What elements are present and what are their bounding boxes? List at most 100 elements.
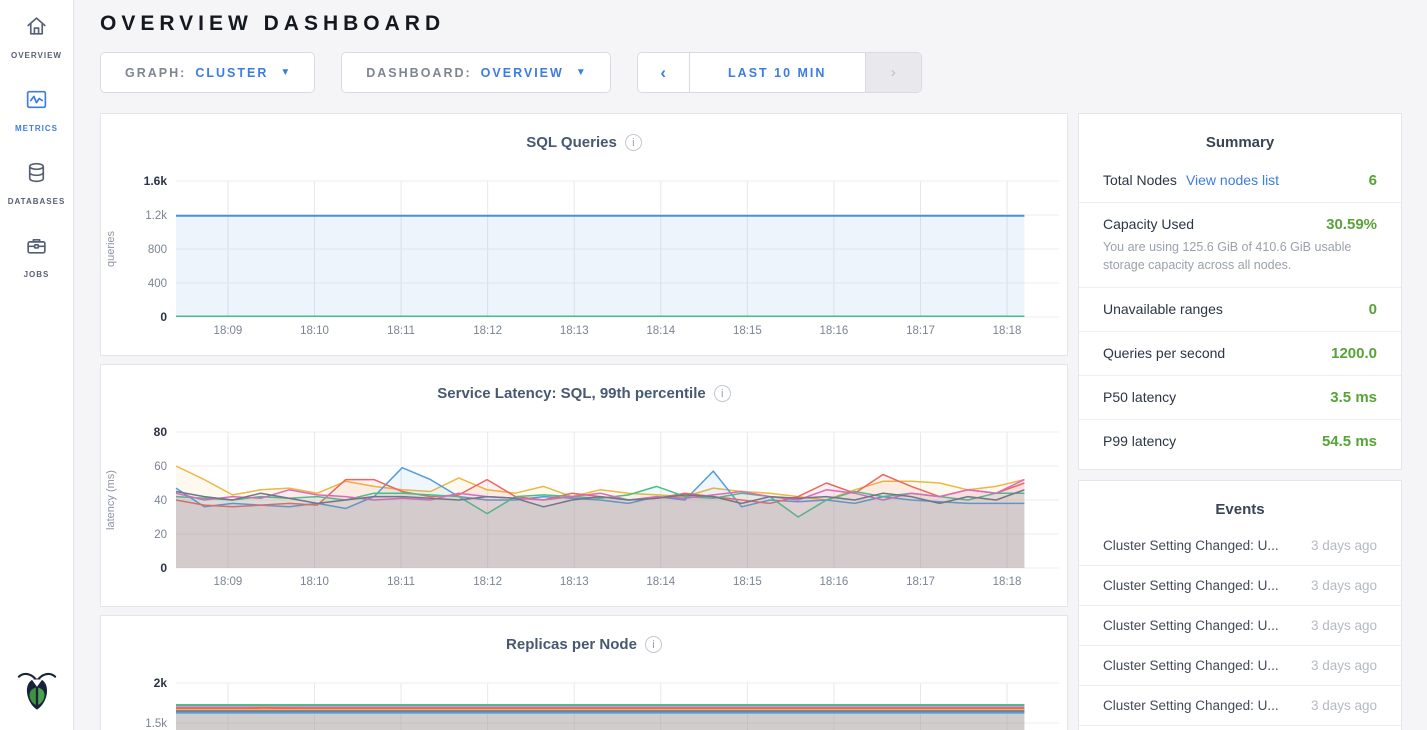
svg-text:18:11: 18:11 <box>387 576 415 588</box>
chart-card-replicas-per-node: Replicas per Node i 18:0918:1018:1118:12… <box>100 615 1068 730</box>
side-column: Summary Total Nodes View nodes list 6 Ca… <box>1078 113 1402 730</box>
event-row[interactable]: Cluster Setting Changed: U... 3 days ago <box>1079 646 1401 687</box>
event-time: 3 days ago <box>1310 618 1377 634</box>
svg-text:1.5k: 1.5k <box>145 718 167 730</box>
dashboard-dropdown[interactable]: DASHBOARD: OVERVIEW ▼ <box>341 52 611 93</box>
summary-label: Capacity Used <box>1103 216 1195 232</box>
cockroachdb-logo <box>0 668 73 714</box>
sidebar-item-label: JOBS <box>23 270 50 279</box>
summary-value: 6 <box>1368 172 1377 189</box>
chevron-left-icon: ‹ <box>660 62 667 82</box>
service-latency-chart[interactable]: 18:09 18:10 18:11 18:12 18:13 18:14 18:15 18:16… <box>101 406 1067 604</box>
page-title: OVERVIEW DASHBOARD <box>100 12 446 35</box>
event-row[interactable]: Cluster Setting Changed: U... 3 days ago <box>1079 606 1401 647</box>
svg-text:18:18: 18:18 <box>993 325 1022 337</box>
event-time: 3 days ago <box>1310 538 1377 554</box>
svg-text:18:14: 18:14 <box>646 325 675 337</box>
time-range-next-button[interactable]: › <box>864 53 921 92</box>
sidebar-item-metrics[interactable]: METRICS <box>15 87 58 133</box>
chevron-right-icon: › <box>890 64 896 81</box>
sidebar: OVERVIEW METRICS DATABASES JOBS <box>0 0 74 730</box>
info-icon[interactable]: i <box>644 636 662 653</box>
svg-text:18:13: 18:13 <box>560 325 589 337</box>
chart-title: Replicas per Node <box>506 636 637 653</box>
chart-title: SQL Queries <box>526 134 617 151</box>
svg-text:18:14: 18:14 <box>646 576 675 588</box>
svg-text:18:16: 18:16 <box>820 325 849 337</box>
home-icon <box>24 14 49 44</box>
event-text: Cluster Setting Changed: U... <box>1103 618 1279 634</box>
main-content: OVERVIEW DASHBOARD GRAPH: CLUSTER ▼ DASH… <box>74 0 1427 730</box>
sidebar-item-label: DATABASES <box>7 197 66 206</box>
summary-row-capacity-used: Capacity Used 30.59% You are using 125.6… <box>1079 203 1401 289</box>
summary-value: 3.5 ms <box>1330 389 1377 407</box>
svg-text:1.2k: 1.2k <box>145 210 167 222</box>
jobs-icon <box>24 233 49 263</box>
svg-text:18:11: 18:11 <box>387 325 415 337</box>
summary-value: 30.59% <box>1326 216 1377 233</box>
time-range-prev-button[interactable]: ‹ <box>638 53 690 92</box>
svg-text:80: 80 <box>154 425 168 439</box>
svg-text:0: 0 <box>160 310 167 324</box>
time-range-selector: ‹ LAST 10 MIN › <box>636 52 922 93</box>
summary-row-p50-latency: P50 latency 3.5 ms <box>1079 376 1401 421</box>
summary-row-unavailable-ranges: Unavailable ranges 0 <box>1079 288 1401 333</box>
databases-icon <box>24 160 49 190</box>
view-nodes-list-link[interactable]: View nodes list <box>1185 172 1280 188</box>
svg-text:18:13: 18:13 <box>560 576 589 588</box>
svg-text:queries: queries <box>105 230 117 267</box>
replicas-per-node-chart[interactable]: 18:0918:1018:1118:1218:1318:1418:1518:16… <box>101 657 1067 730</box>
sidebar-item-overview[interactable]: OVERVIEW <box>11 14 62 60</box>
dashboard-dropdown-label: DASHBOARD: <box>366 65 472 80</box>
chevron-down-icon: ▼ <box>575 67 586 78</box>
event-text: Cluster Setting Changed: U... <box>1103 698 1279 714</box>
event-text: Cluster Setting Changed: U... <box>1103 658 1279 674</box>
event-time: 3 days ago <box>1310 578 1377 594</box>
svg-text:18:09: 18:09 <box>214 576 243 588</box>
chart-card-service-latency: Service Latency: SQL, 99th percentile i … <box>100 364 1068 607</box>
svg-text:40: 40 <box>154 495 167 507</box>
graph-dropdown[interactable]: GRAPH: CLUSTER ▼ <box>100 52 316 93</box>
event-text: Cluster Setting Changed: U... <box>1103 578 1279 594</box>
event-row[interactable]: Cluster Setting Changed: U... 3 days ago <box>1079 726 1401 730</box>
svg-text:18:17: 18:17 <box>906 576 935 588</box>
chevron-down-icon: ▼ <box>280 67 291 78</box>
summary-label: Total Nodes <box>1103 172 1177 188</box>
event-time: 3 days ago <box>1310 698 1377 714</box>
svg-text:18:10: 18:10 <box>300 325 329 337</box>
summary-label: P99 latency <box>1103 433 1177 450</box>
sidebar-item-databases[interactable]: DATABASES <box>8 160 66 206</box>
summary-value: 0 <box>1368 301 1377 319</box>
event-row[interactable]: Cluster Setting Changed: U... 3 days ago <box>1079 566 1401 607</box>
svg-text:latency (ms): latency (ms) <box>105 470 117 530</box>
sidebar-item-jobs[interactable]: JOBS <box>24 233 50 279</box>
summary-row-queries-per-second: Queries per second 1200.0 <box>1079 332 1401 377</box>
event-time: 3 days ago <box>1310 658 1377 674</box>
chart-title: Service Latency: SQL, 99th percentile <box>437 385 706 402</box>
sidebar-item-label: METRICS <box>15 124 58 133</box>
svg-text:800: 800 <box>148 244 167 256</box>
event-row[interactable]: Cluster Setting Changed: U... 3 days ago <box>1079 526 1401 567</box>
summary-label: P50 latency <box>1103 389 1177 406</box>
info-icon[interactable]: i <box>624 134 642 151</box>
svg-text:18:12: 18:12 <box>473 325 502 337</box>
graph-dropdown-label: GRAPH: <box>125 65 187 80</box>
metrics-icon <box>24 87 49 117</box>
time-range-label[interactable]: LAST 10 MIN <box>728 65 827 80</box>
svg-text:18:10: 18:10 <box>300 576 329 588</box>
summary-label: Unavailable ranges <box>1103 301 1223 318</box>
capacity-note: You are using 125.6 GiB of 410.6 GiB usa… <box>1103 240 1352 273</box>
info-icon[interactable]: i <box>713 385 731 402</box>
sql-queries-chart[interactable]: 18:09 18:10 18:11 18:12 18:13 18:14 18:15 18:16… <box>101 155 1067 353</box>
sidebar-item-label: OVERVIEW <box>11 51 62 60</box>
svg-text:18:18: 18:18 <box>993 576 1022 588</box>
event-row[interactable]: Cluster Setting Changed: U... 3 days ago <box>1079 686 1401 727</box>
graph-dropdown-value: CLUSTER <box>195 65 269 80</box>
summary-row-p99-latency: P99 latency 54.5 ms <box>1079 420 1401 463</box>
svg-text:18:15: 18:15 <box>733 325 762 337</box>
summary-label: Queries per second <box>1103 345 1226 362</box>
toolbar: GRAPH: CLUSTER ▼ DASHBOARD: OVERVIEW ▼ ‹… <box>100 52 1402 93</box>
svg-text:400: 400 <box>148 278 167 290</box>
chart-card-sql-queries: SQL Queries i 18:09 18:10 18:11 18:12 18:13 1… <box>100 113 1068 356</box>
